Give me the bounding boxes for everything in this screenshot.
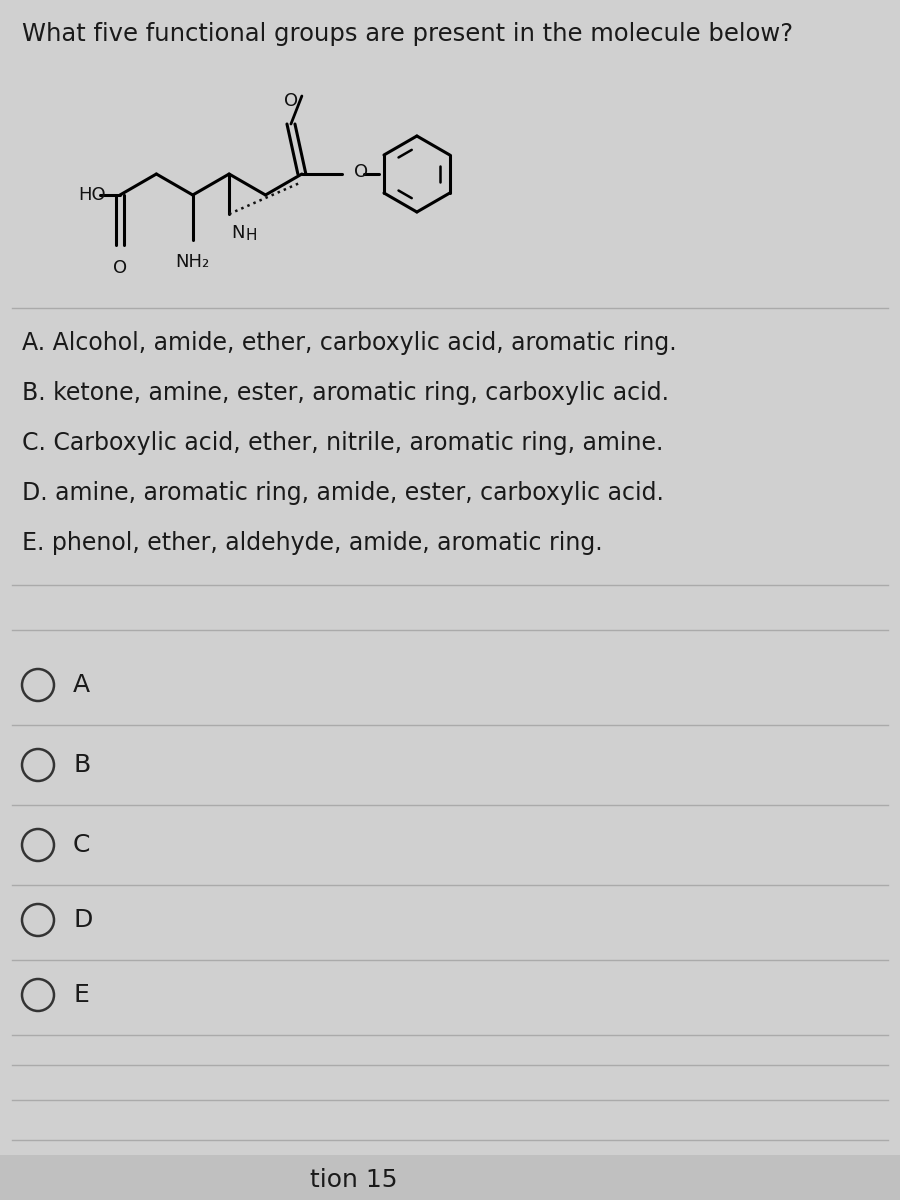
Text: NH₂: NH₂ [176,253,210,271]
Text: tion 15: tion 15 [310,1168,398,1192]
Bar [0,1154,900,1200]
Text: O: O [354,163,368,181]
Text: O: O [112,259,127,277]
Text: H: H [245,228,256,242]
Text: A: A [73,673,90,697]
Text: O: O [284,92,298,110]
Text: What five functional groups are present in the molecule below?: What five functional groups are present … [22,22,793,46]
Text: C. Carboxylic acid, ether, nitrile, aromatic ring, amine.: C. Carboxylic acid, ether, nitrile, arom… [22,431,663,455]
Text: HO: HO [78,186,105,204]
Text: B. ketone, amine, ester, aromatic ring, carboxylic acid.: B. ketone, amine, ester, aromatic ring, … [22,382,669,404]
Text: E: E [73,983,89,1007]
Text: E. phenol, ether, aldehyde, amide, aromatic ring.: E. phenol, ether, aldehyde, amide, aroma… [22,530,603,554]
Text: N: N [231,224,245,242]
Text: D. amine, aromatic ring, amide, ester, carboxylic acid.: D. amine, aromatic ring, amide, ester, c… [22,481,664,505]
Text: B: B [73,754,90,778]
Text: D: D [73,908,93,932]
Text: C: C [73,833,90,857]
Text: A. Alcohol, amide, ether, carboxylic acid, aromatic ring.: A. Alcohol, amide, ether, carboxylic aci… [22,331,677,355]
